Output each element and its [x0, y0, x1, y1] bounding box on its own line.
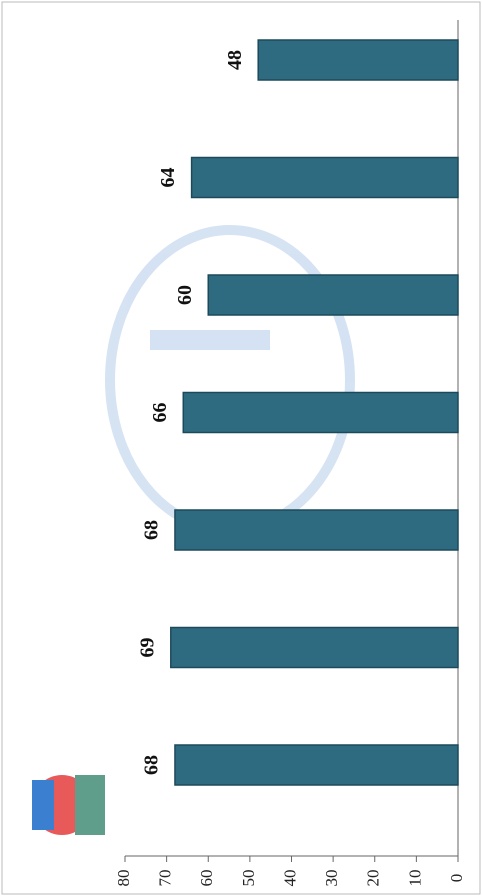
bar — [257, 39, 459, 81]
bar — [182, 391, 459, 434]
value-label: 68 — [141, 755, 163, 775]
logo — [32, 775, 105, 835]
value-label: 60 — [174, 285, 196, 305]
bar — [174, 509, 459, 551]
y-tick-label: 80 — [114, 870, 133, 887]
y-tick-label: 70 — [156, 870, 175, 887]
bar — [207, 274, 459, 316]
y-tick-label: 20 — [364, 870, 383, 887]
y-tick-label: 30 — [322, 870, 341, 887]
bar — [190, 156, 459, 199]
bar — [170, 626, 459, 669]
bar — [174, 744, 459, 786]
y-tick-label: 50 — [239, 870, 258, 887]
value-label: 69 — [136, 638, 158, 658]
y-tick-label: 40 — [280, 870, 299, 887]
value-label: 66 — [149, 403, 171, 423]
y-tick-label: 0 — [447, 874, 466, 883]
value-label: 64 — [157, 168, 179, 188]
value-label: 48 — [224, 50, 246, 70]
value-label: 68 — [141, 520, 163, 540]
y-tick-label: 60 — [197, 870, 216, 887]
y-tick-label: 10 — [405, 870, 424, 887]
